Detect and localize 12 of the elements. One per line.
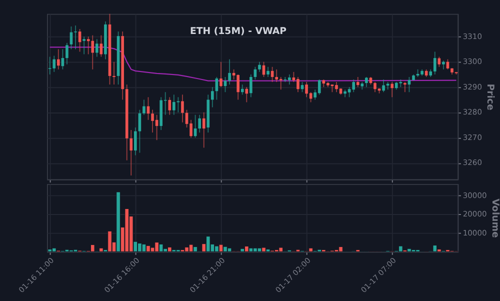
y-tick-label: 10000 <box>462 228 487 238</box>
y-tick-label: 3270 <box>462 132 482 142</box>
y-tick-label: 3260 <box>462 158 482 168</box>
y-axis-title: Volume <box>489 198 500 238</box>
y-tick-label: 30000 <box>462 191 487 200</box>
y-tick-label: 3300 <box>462 57 482 66</box>
y-tick-label: 3310 <box>462 32 482 41</box>
y-tick-label: 3290 <box>462 82 482 92</box>
text: ETH (15M) - VWAP <box>190 26 287 38</box>
y-tick-label: 3280 <box>462 108 482 117</box>
y-axis-title: Price <box>484 84 496 110</box>
y-tick-label: 20000 <box>462 210 487 219</box>
